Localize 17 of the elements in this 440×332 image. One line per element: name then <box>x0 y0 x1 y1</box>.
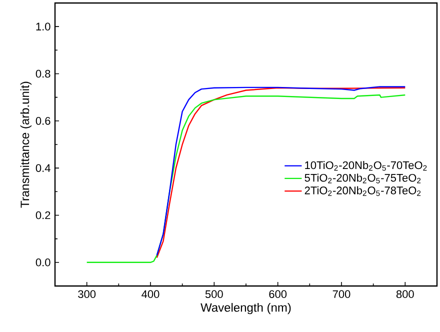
legend-label: 10TiO$_{2}$-20Nb$_{2}$O$_{5}$-70TeO$_{2}$ <box>305 161 427 171</box>
x-tick-label: 500 <box>205 290 223 298</box>
y-tick-label: 0.2 <box>36 211 50 220</box>
legend-label: 2TiO$_{2}$-20Nb$_{2}$O$_{5}$-78TeO$_{2}$ <box>304 186 421 196</box>
x-axis-title: Wavelength (nm) <box>200 302 291 314</box>
x-tick-label: 600 <box>269 290 287 298</box>
y-tick-label: 0.6 <box>36 117 50 125</box>
x-tick-label: 700 <box>332 290 350 298</box>
x-tick-label: 400 <box>142 290 160 298</box>
y-axis-title: Transmittance (arb.unit) <box>20 82 32 208</box>
x-tick-label: 800 <box>396 290 414 298</box>
y-tick-label: 0.4 <box>36 164 50 172</box>
x-tick-label: 300 <box>78 290 96 298</box>
y-tick-label: 0.0 <box>36 258 50 266</box>
y-tick-label: 0.8 <box>36 70 50 78</box>
y-tick-label: 1.0 <box>36 22 50 30</box>
legend-label: 5TiO$_{2}$-20Nb$_{2}$O$_{5}$-75TeO$_{2}$ <box>304 174 421 184</box>
